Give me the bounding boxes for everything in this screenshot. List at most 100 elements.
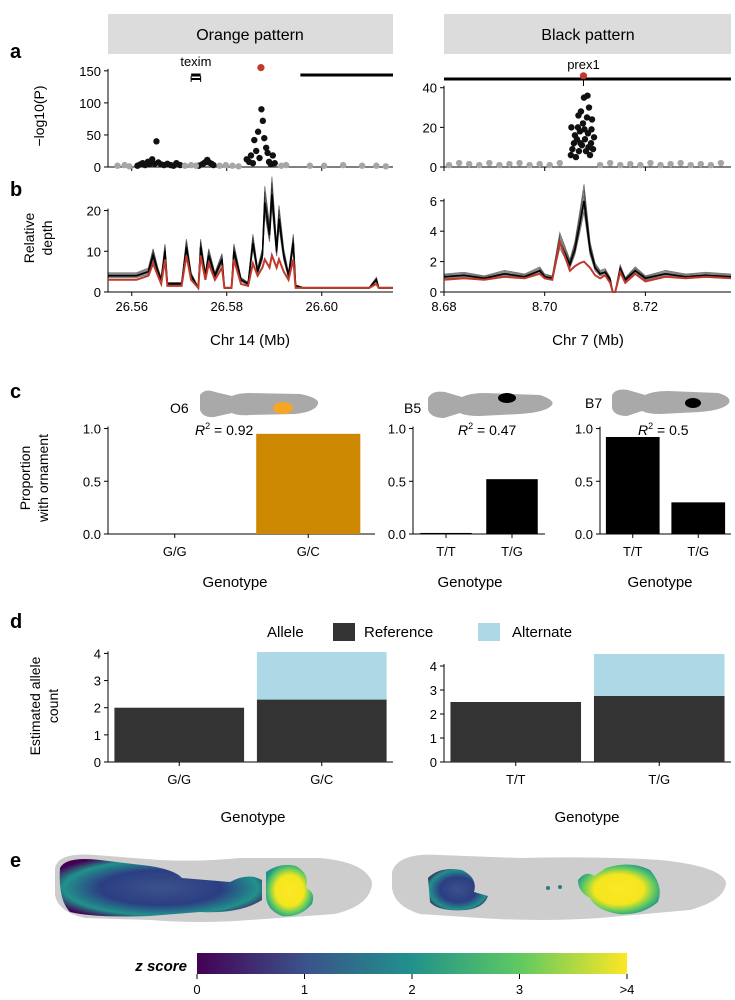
legend-swatch-alternate <box>478 623 500 641</box>
c-b7-category-label: T/T <box>623 544 643 559</box>
a-right-point <box>496 161 503 169</box>
a-right-point <box>596 161 604 169</box>
a-left-y-tick-label: 100 <box>79 96 101 111</box>
c-genotype-title-2: Genotype <box>437 574 502 591</box>
a-left-point <box>192 162 200 169</box>
c-ylabel-2: with ornament <box>35 434 51 523</box>
a-left-point <box>258 106 265 113</box>
a-right-point <box>579 72 588 80</box>
a-right-point <box>579 120 587 127</box>
d-right-y-tick-label: 1 <box>430 731 437 746</box>
d-genotype-title-right: Genotype <box>554 809 619 826</box>
a-right-point <box>637 161 644 169</box>
a-left-point <box>187 161 195 169</box>
b-ylabel-2: depth <box>39 220 55 255</box>
d-left-category-label: G/C <box>310 772 333 787</box>
b-left-x-tick-label: 26.58 <box>210 299 243 314</box>
a-right-point <box>556 159 564 167</box>
x-axis-title-left: Chr 14 (Mb) <box>210 332 290 349</box>
c-b5-r2-annotation: R2 = 0.47 <box>458 421 517 438</box>
d-left-category-label: G/G <box>167 772 191 787</box>
a-right-point <box>581 136 589 143</box>
d-left-y-tick-label: 0 <box>94 755 101 770</box>
d-ylabel-2: count <box>45 689 61 723</box>
a-left-point <box>126 163 133 170</box>
a-right-y-tick-label: 0 <box>430 160 437 175</box>
a-left-point <box>153 138 160 145</box>
a-right-point <box>707 161 715 169</box>
a-left-point <box>216 162 223 169</box>
fish-silhouette-b7 <box>612 389 730 416</box>
c-b7-r2-annotation: R2 = 0.5 <box>638 421 689 438</box>
a-right-point <box>697 160 704 168</box>
c-b7-y-tick-label: 0.5 <box>575 474 593 489</box>
b-right-y-tick-label: 0 <box>430 285 437 300</box>
speck <box>546 886 550 890</box>
zscore-map-black <box>392 854 726 920</box>
colorbar <box>197 953 627 974</box>
c-b7-bar <box>605 436 660 534</box>
a-right-point <box>569 145 576 153</box>
c-b7-y-tick-label: 1.0 <box>575 422 593 437</box>
legend-label-reference: Reference <box>364 624 433 641</box>
a-left-point <box>278 162 285 169</box>
a-left-point <box>254 128 262 135</box>
facet-header-black <box>444 14 731 54</box>
b-right-line-reference-individuals <box>443 189 732 293</box>
d-right-y-tick-label: 0 <box>430 755 437 770</box>
a-left-point <box>249 159 257 167</box>
c-o6-bar <box>256 433 361 534</box>
a-right-point <box>516 159 523 167</box>
b-right-x-tick-label: 8.72 <box>633 299 658 314</box>
a-right-point <box>586 151 594 159</box>
a-right-point <box>568 124 575 131</box>
b-right-line-reference-individuals <box>443 184 732 293</box>
d-ylabel-1: Estimated allele <box>27 656 43 755</box>
a-left-point <box>114 162 121 169</box>
gene-label-texim: texim <box>180 54 211 69</box>
a-left-point <box>259 117 267 125</box>
a-right-point <box>567 151 575 159</box>
a-ylabel: −log10(P) <box>31 85 47 146</box>
b-right-y-tick-label: 4 <box>430 224 437 239</box>
x-axis-title-right: Chr 7 (Mb) <box>552 332 624 349</box>
b-left-y-tick-label: 10 <box>87 244 101 259</box>
a-right-point <box>687 161 694 169</box>
d-genotype-title-left: Genotype <box>220 809 285 826</box>
fish-silhouette-b5 <box>428 391 553 418</box>
c-genotype-title-1: Genotype <box>202 574 267 591</box>
a-left-point <box>269 152 277 159</box>
fish-silhouette-o6 <box>200 390 319 418</box>
c-o6-category-label: G/G <box>163 544 187 559</box>
a-right-point <box>588 126 595 133</box>
d-left-bar-reference <box>114 707 245 762</box>
d-right-bar-reference <box>450 702 582 762</box>
c-b7-category-label: T/G <box>687 544 709 559</box>
c-o6-r2-annotation: R2 = 0.92 <box>195 421 254 438</box>
colorbar-tick-label: 2 <box>408 982 415 997</box>
a-left-point <box>264 149 271 157</box>
c-b5-y-tick-label: 1.0 <box>388 422 406 437</box>
d-right-y-tick-label: 4 <box>430 659 437 674</box>
b-left-line-variant-carrier <box>108 251 393 291</box>
panel-label-e: e <box>10 850 21 872</box>
a-right-point <box>581 126 588 133</box>
legend-label-alternate: Alternate <box>512 624 572 641</box>
a-left-point <box>256 154 263 162</box>
a-right-point <box>585 143 592 151</box>
colorbar-title: z score <box>134 958 187 975</box>
d-right-bar-alternate <box>593 654 725 696</box>
b-right-x-tick-label: 8.68 <box>431 299 456 314</box>
panel-label-d: d <box>10 611 22 633</box>
colorbar-tick-label: 3 <box>516 982 523 997</box>
c-o6-category-label: G/C <box>297 544 320 559</box>
facet-title-orange: Orange pattern <box>196 27 304 44</box>
black-spot-b7 <box>685 398 701 408</box>
a-right-point <box>590 134 598 141</box>
c-o6-y-tick-label: 1.0 <box>83 422 101 437</box>
legend-title: Allele <box>267 624 304 641</box>
a-left-point <box>262 144 270 151</box>
panel-label-b: b <box>10 179 22 201</box>
b-right-line-reference-individuals <box>443 200 732 293</box>
c-b5-category-label: T/G <box>501 544 523 559</box>
